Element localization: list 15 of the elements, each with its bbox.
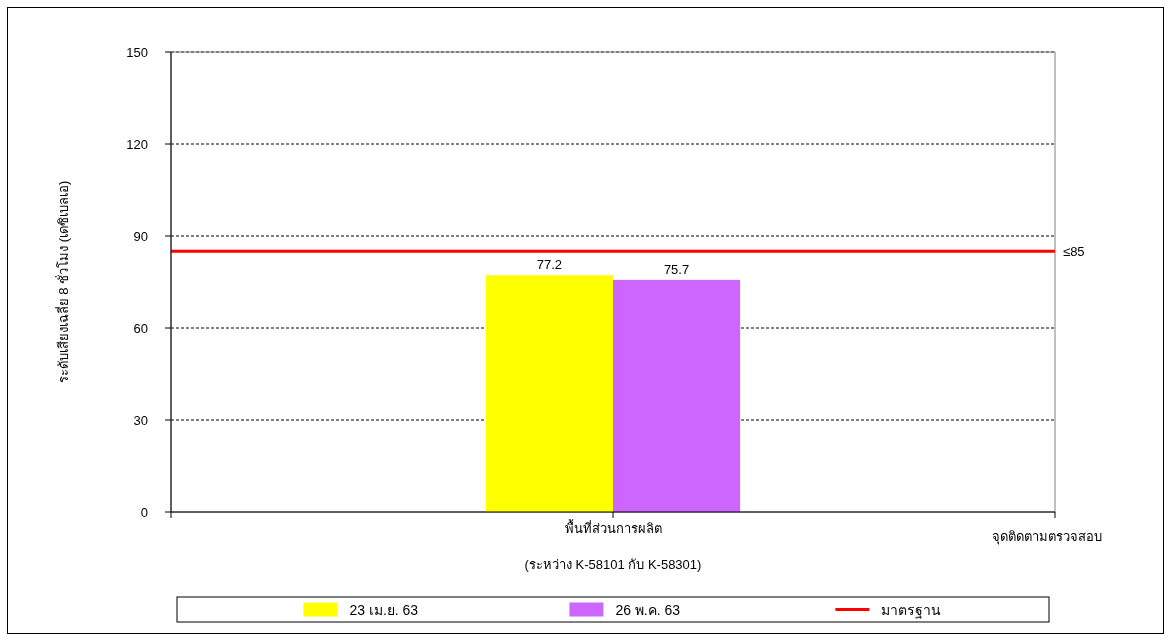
y-tick-label: 30 [133,413,148,428]
y-tick-label: 0 [140,505,148,520]
x-axis-title: จุดติดตามตรวจสอบ [992,529,1102,545]
legend-label: 26 พ.ค. 63 [615,601,681,618]
category-label: พื้นที่ส่วนการผลิต (ระหว่าง K-58101 กับ K-58301) [524,521,702,572]
data-label: 77.2 [536,257,563,273]
y-tick-label: 90 [133,229,148,244]
y-tick-label: 150 [126,45,148,60]
y-tick-label: 120 [126,137,148,152]
data-label: 75.7 [663,261,690,277]
legend-label: มาตรฐาน [881,601,942,619]
text: ≤85 [1063,244,1085,260]
legend-label: 23 เม.ย. 63 [349,601,419,618]
y-axis-title: ระดับเสียงเฉลี่ย 8 ชั่วโมง (เดซิเบลเอ) [55,180,71,384]
y-tick-label: 60 [133,321,148,336]
